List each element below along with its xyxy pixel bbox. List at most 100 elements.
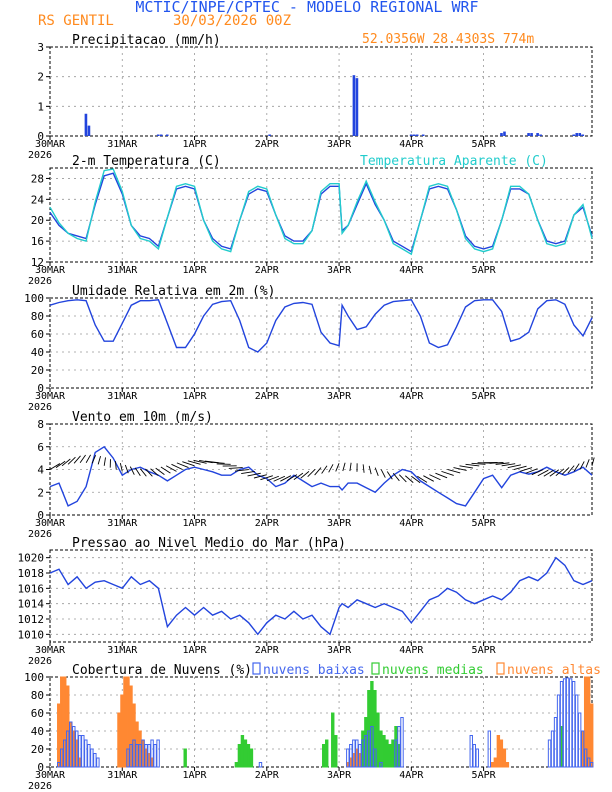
cloud-bar-nuvens-baixas <box>547 739 552 768</box>
y-tick-label: 0 <box>37 130 44 143</box>
wind-arrow <box>417 475 428 483</box>
cloud-bar-nuvens-baixas <box>60 748 64 768</box>
cloud-bar-nuvens-altas <box>589 703 594 768</box>
cloud-bar-nuvens-baixas <box>346 748 350 768</box>
wind-arrow <box>160 466 171 474</box>
precip-bar <box>412 134 416 136</box>
cloud-bar-nuvens-medias <box>334 735 338 768</box>
wind-arrow <box>193 459 207 464</box>
x-date-label: 3APR <box>327 391 352 402</box>
y-tick-label: 1020 <box>18 552 45 565</box>
wind-arrow <box>67 456 76 465</box>
wind-arrow <box>129 466 135 475</box>
wind-arrow <box>465 463 480 467</box>
x-date-label: 4APR <box>399 265 424 276</box>
cloud-bar-nuvens-baixas <box>349 744 353 768</box>
x-date-label: 4APR <box>399 645 424 656</box>
y-tick-label: 8 <box>37 418 44 431</box>
x-year-label: 2026 <box>28 276 52 287</box>
x-date-label: 30MAR <box>35 391 66 402</box>
wind-arrow <box>374 467 379 476</box>
wind-arrow <box>182 461 195 467</box>
y-tick-label: 20 <box>31 364 44 377</box>
cloud-bar-nuvens-baixas <box>475 748 479 768</box>
y-tick-label: 20 <box>31 214 44 227</box>
wind-arrow <box>501 463 516 467</box>
legend-swatch <box>371 662 380 675</box>
cloud-bar-nuvens-altas <box>496 735 501 768</box>
panel-title: Pressao ao Nivel Medio do Mar (hPa) <box>72 536 346 551</box>
cloud-bar-nuvens-baixas <box>550 730 555 768</box>
x-year-label: 2026 <box>28 150 52 161</box>
wind-arrow <box>435 472 448 479</box>
wind-arrow <box>119 463 123 472</box>
cloud-bar-nuvens-baixas <box>571 681 576 768</box>
wind-arrow <box>543 469 554 477</box>
precip-bar <box>572 134 576 136</box>
wind-arrow <box>134 467 141 476</box>
x-date-label: 4APR <box>399 139 424 150</box>
cloud-bar-nuvens-altas <box>493 757 498 768</box>
cloud-bar-nuvens-baixas <box>565 677 570 768</box>
cloud-bar-nuvens-medias <box>249 748 254 768</box>
precip-bar <box>500 133 503 136</box>
wind-arrow <box>300 471 310 479</box>
wind-arrow <box>321 465 328 474</box>
wind-arrow <box>398 474 407 483</box>
panel-title: Cobertura de Nuvens (%) <box>72 663 252 678</box>
wind-arrow <box>91 454 97 464</box>
wind-arrow <box>549 469 560 477</box>
y-tick-label: 1012 <box>18 613 45 626</box>
cloud-bar-nuvens-baixas <box>141 739 145 768</box>
wind-arrow <box>513 465 527 470</box>
wind-arrow <box>79 454 86 464</box>
x-date-label: 2APR <box>255 391 280 402</box>
x-date-label: 31MAR <box>107 265 138 276</box>
y-tick-label: 4 <box>37 464 44 477</box>
wind-arrow <box>380 469 386 478</box>
wind-arrow <box>266 475 280 482</box>
wind-arrow <box>362 464 365 473</box>
cloud-bar-nuvens-baixas <box>553 717 558 768</box>
cloud-bar-nuvens-altas <box>117 712 121 768</box>
cloud-bar-nuvens-medias <box>322 744 326 768</box>
legend-label: nuvens medias <box>382 663 484 678</box>
cloud-bar-nuvens-medias <box>237 744 242 768</box>
panel-title: Vento em 10m (m/s) <box>72 410 213 425</box>
x-date-label: 2APR <box>255 139 280 150</box>
x-date-label: 30MAR <box>35 645 66 656</box>
wind-arrow <box>234 469 249 472</box>
wind-arrow <box>155 467 165 476</box>
wind-arrow <box>453 467 467 471</box>
x-date-label: 3APR <box>327 265 352 276</box>
precip-bar <box>84 113 88 136</box>
y-tick-label: 16 <box>31 235 44 248</box>
wind-arrow <box>124 464 129 474</box>
line-vento-em-10m <box>49 445 593 507</box>
x-date-label: 5APR <box>472 518 497 529</box>
cloud-bar-nuvens-medias <box>246 744 251 768</box>
x-date-label: 31MAR <box>107 518 138 529</box>
cloud-bar-nuvens-baixas <box>352 739 356 768</box>
line-umidade-relativa <box>49 299 593 353</box>
cloud-bar-nuvens-baixas <box>132 739 136 768</box>
y-tick-label: 40 <box>31 725 44 738</box>
figure-title: MCTIC/INPE/CPTEC - MODELO REGIONAL WRF <box>135 0 478 16</box>
cloud-bar-nuvens-baixas <box>90 748 94 768</box>
x-year-label: 2026 <box>28 529 52 540</box>
cloud-bar-nuvens-medias <box>388 744 392 768</box>
panel-frame-1 <box>49 167 593 263</box>
wind-arrow <box>176 462 189 468</box>
cloud-bar-nuvens-altas <box>586 676 591 768</box>
cloud-bar-nuvens-baixas <box>580 730 585 768</box>
cloud-bar-nuvens-baixas <box>487 730 492 768</box>
cloud-bar-nuvens-baixas <box>469 735 473 768</box>
y-tick-label: 100 <box>24 292 44 305</box>
wind-arrow <box>507 464 521 469</box>
cloud-bar-nuvens-baixas <box>129 744 133 768</box>
wind-arrow <box>241 471 255 475</box>
y-tick-label: 1016 <box>18 582 45 595</box>
wind-arrow <box>471 462 486 465</box>
cloud-bar-nuvens-baixas <box>361 739 365 768</box>
